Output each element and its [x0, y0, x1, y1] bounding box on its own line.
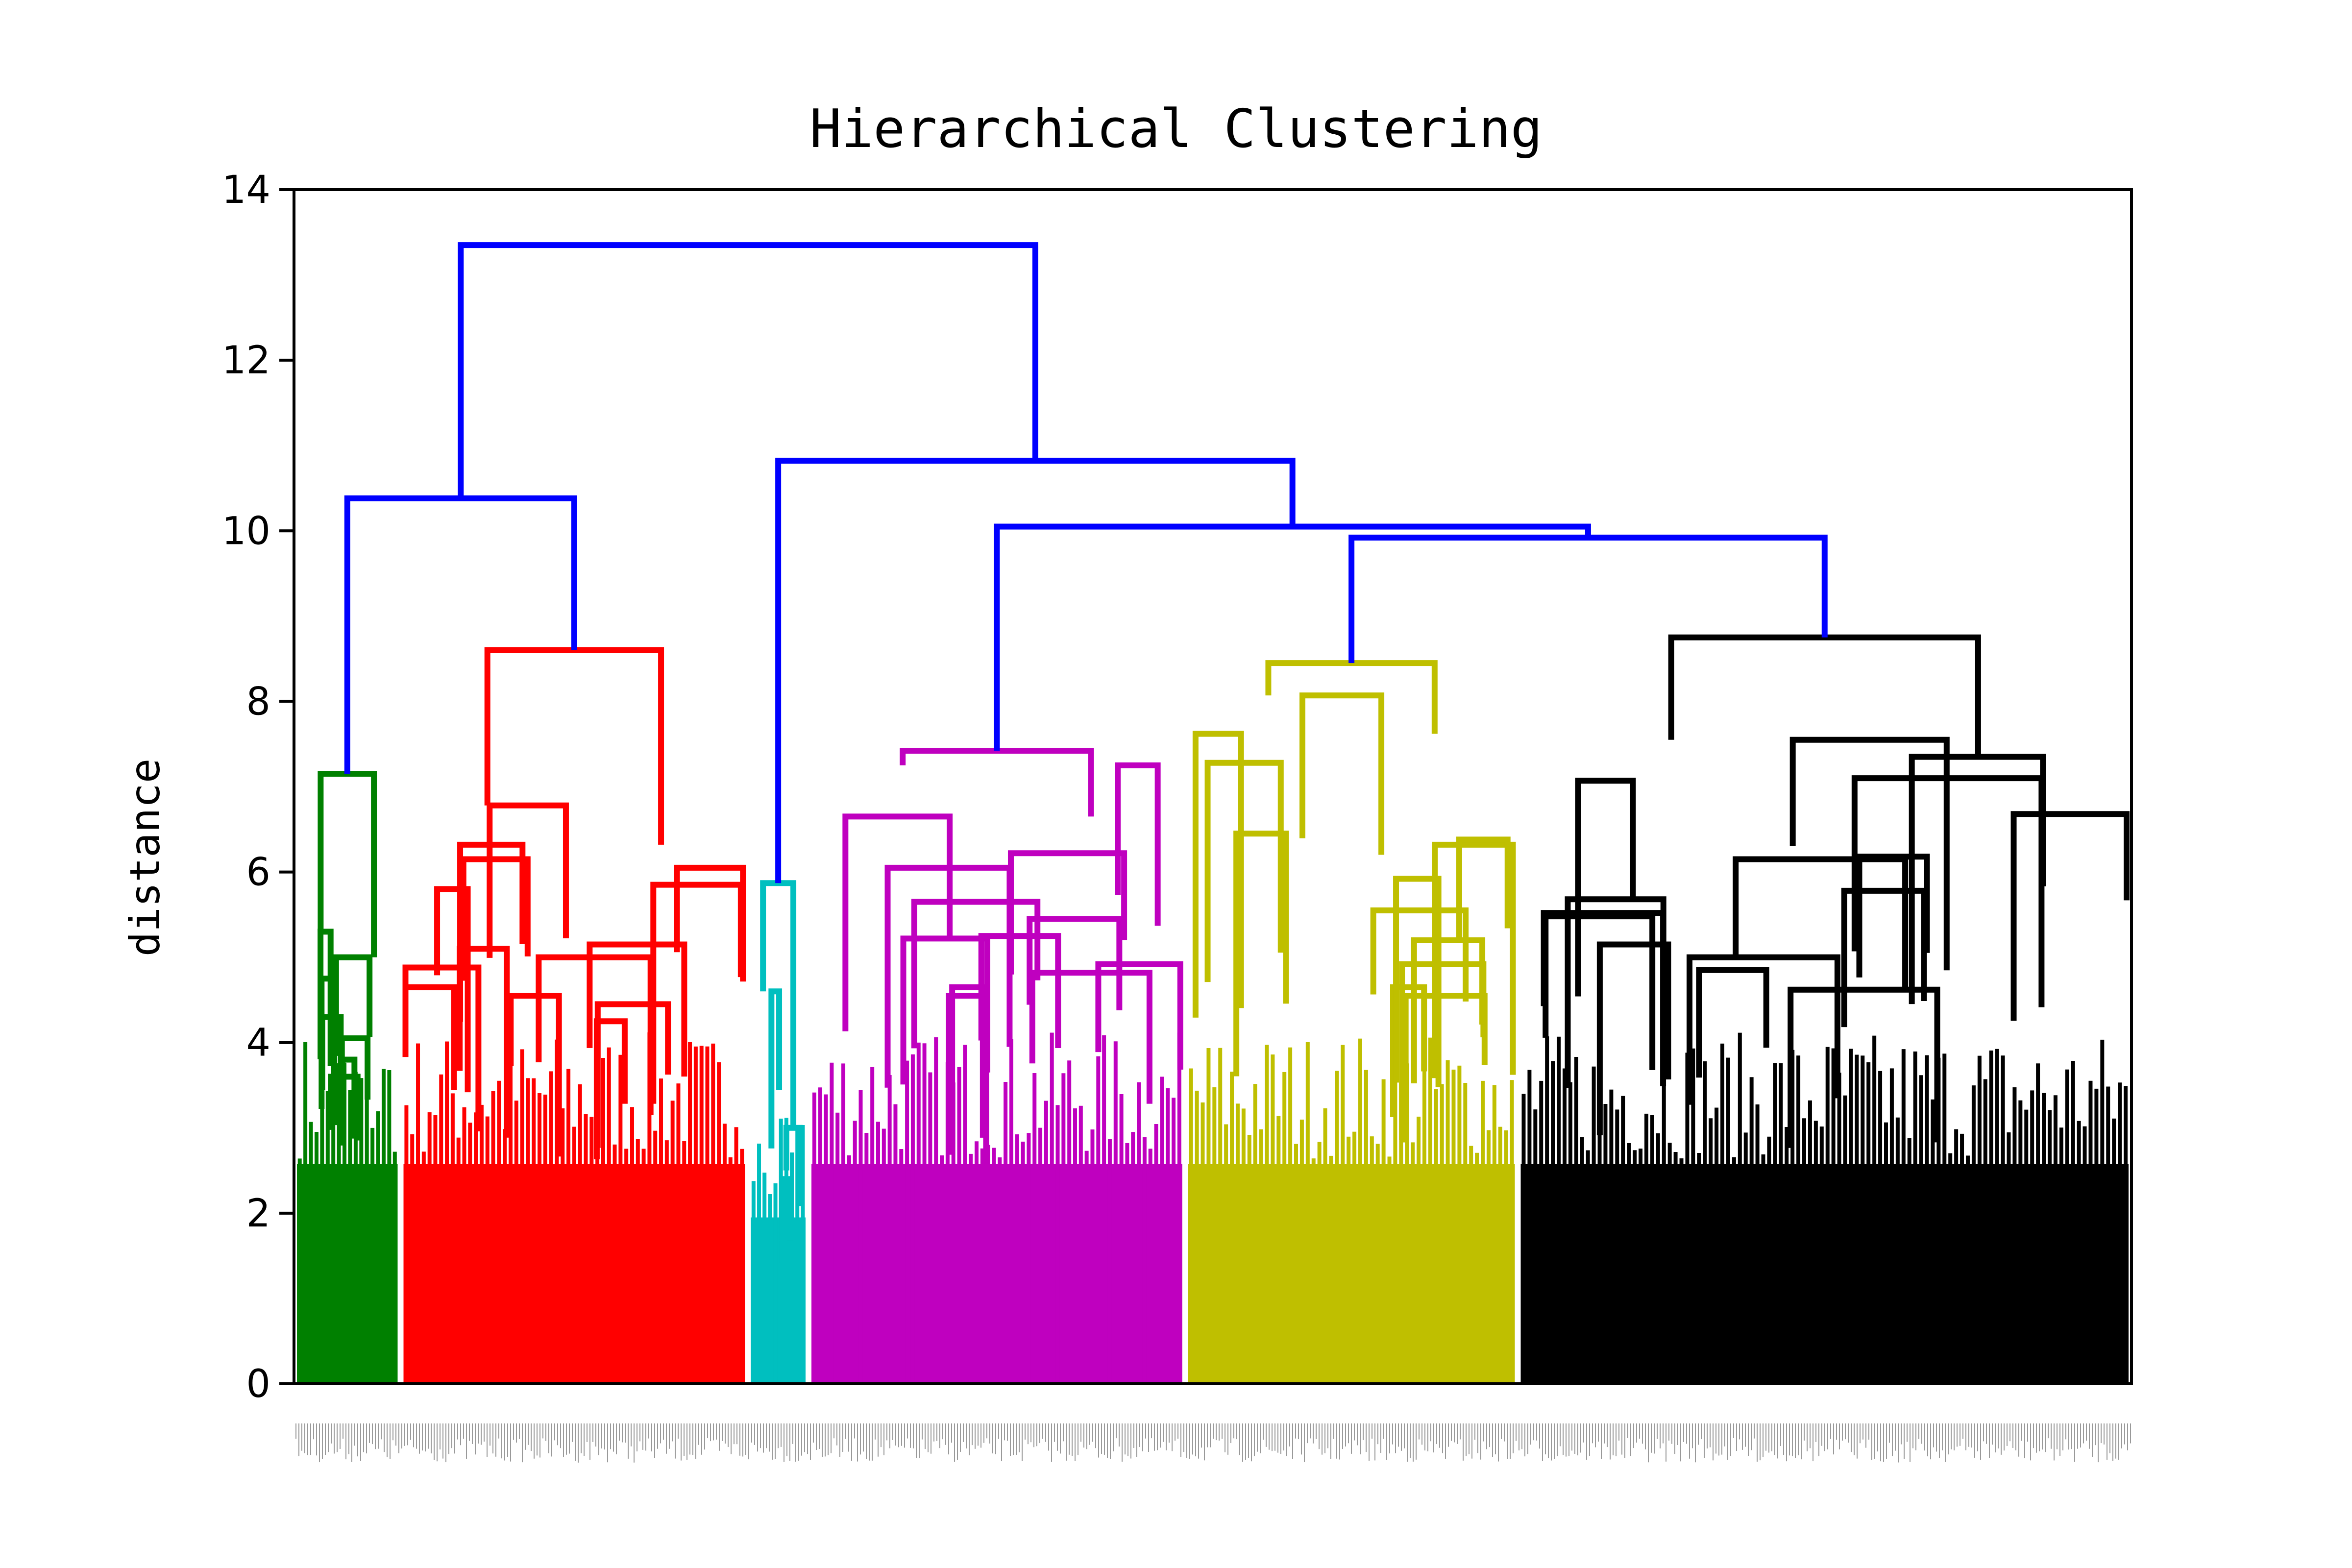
merge-link	[1233, 831, 1289, 1077]
y-tick-label: 8	[246, 680, 270, 724]
merge-link	[1411, 937, 1486, 1083]
merge-link	[1390, 984, 1427, 1118]
chart-title: Hierarchical Clustering	[809, 98, 1543, 160]
merge-link	[783, 1125, 803, 1206]
merge-link	[1029, 969, 1152, 1104]
merge-link	[1432, 841, 1516, 1078]
upper-link	[1348, 535, 1828, 663]
merge-link	[978, 933, 1061, 1049]
merge-link	[949, 984, 986, 1155]
dendrogram-links	[318, 242, 2130, 1263]
leaf-labels	[295, 1423, 2131, 1463]
upper-link	[994, 523, 1591, 751]
merge-link	[1686, 954, 1840, 1105]
y-tick-label: 10	[222, 509, 270, 553]
y-axis: 0 2 4 6 8 10 12 14	[222, 168, 294, 1406]
y-tick-label: 0	[246, 1362, 270, 1406]
merge-link	[508, 992, 562, 1157]
merge-link	[1115, 762, 1161, 926]
leaf-region	[297, 1032, 2129, 1384]
merge-link	[674, 864, 746, 982]
merge-link	[434, 886, 471, 1093]
merge-link	[460, 856, 531, 981]
merge-link	[1733, 856, 1909, 988]
merge-link	[1541, 910, 1666, 1086]
merge-link	[1696, 967, 1769, 1078]
merge-link	[402, 964, 482, 1131]
upper-link	[344, 495, 577, 774]
merge-link	[1565, 896, 1666, 1088]
cluster-root-link	[1668, 634, 1981, 757]
merge-link	[1596, 941, 1671, 1135]
merge-link	[594, 1001, 671, 1148]
merge-link	[1909, 754, 2046, 1004]
cluster-root-link	[900, 748, 1094, 817]
merge-link	[1789, 736, 1950, 971]
merge-link	[1027, 916, 1123, 1010]
merge-link	[1788, 986, 1940, 1148]
y-tick-label: 2	[246, 1192, 270, 1236]
merge-link	[1192, 731, 1244, 1018]
merge-link	[1856, 854, 1930, 978]
cluster-root-link	[484, 647, 664, 845]
merge-link	[1841, 887, 1927, 1028]
merge-link	[900, 935, 990, 1085]
merge-link	[1575, 778, 1636, 997]
merge-link	[1095, 961, 1183, 1070]
merge-link	[1204, 760, 1284, 982]
y-tick-label: 14	[222, 168, 270, 212]
y-tick-label: 6	[246, 851, 270, 895]
merge-link	[1456, 836, 1511, 943]
y-axis-label: distance	[121, 759, 169, 957]
upper-link	[458, 242, 1038, 499]
merge-link	[842, 813, 953, 1031]
y-tick-label: 4	[246, 1021, 270, 1065]
merge-link	[1007, 850, 1127, 975]
leaf-block	[297, 1164, 398, 1384]
merge-link	[2010, 811, 2130, 1021]
merge-link	[587, 941, 687, 1077]
merge-link	[1393, 876, 1442, 1087]
merge-link	[946, 992, 989, 1170]
merge-link	[333, 954, 373, 1056]
cluster-root-link	[318, 771, 377, 957]
merge-link	[911, 899, 1041, 1049]
merge-link	[768, 988, 783, 1149]
merge-link	[1299, 692, 1385, 855]
cluster-root-link	[1265, 660, 1438, 734]
merge-link	[487, 802, 569, 958]
merge-link	[779, 1176, 793, 1263]
merge-link	[318, 929, 334, 1066]
y-tick-label: 12	[222, 339, 270, 383]
merge-link	[1370, 907, 1469, 1002]
plot-frame	[293, 188, 2133, 1385]
